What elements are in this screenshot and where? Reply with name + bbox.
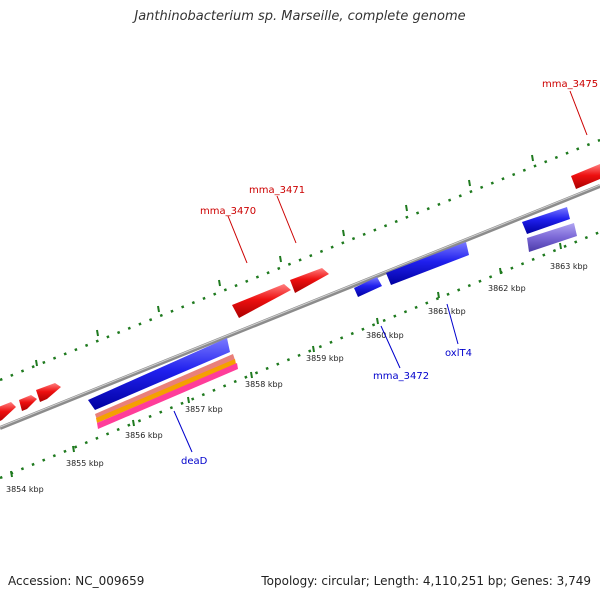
forward-gene <box>36 383 61 402</box>
feature-band-pink <box>97 363 238 429</box>
tick-major <box>218 279 221 287</box>
tick-major <box>499 267 502 275</box>
tick-mark <box>0 138 600 382</box>
gene-label-mma_3472: mma_3472 <box>373 371 429 382</box>
leader-line <box>446 303 459 345</box>
tick-label: 3858 kbp <box>245 380 283 389</box>
forward-gene <box>290 268 329 293</box>
tick-major <box>312 345 315 353</box>
tick-major <box>405 204 408 212</box>
tick-major <box>559 242 562 250</box>
tick-major <box>250 371 253 379</box>
reverse-gene <box>386 242 469 285</box>
tick-major <box>35 359 38 367</box>
gene-label-deaD: deaD <box>181 456 208 467</box>
tick-major <box>132 419 135 427</box>
tick-label: 3854 kbp <box>6 485 44 494</box>
tick-major <box>437 291 440 299</box>
reverse-genes <box>88 207 577 410</box>
tick-labels: 3854 kbp 3855 kbp 3856 kbp 3857 kbp 3858… <box>6 262 588 494</box>
forward-tick-row <box>0 138 600 382</box>
tick-major <box>376 317 379 325</box>
forward-gene <box>232 284 291 318</box>
leader-line <box>569 90 588 136</box>
gene-label-mma_3470: mma_3470 <box>200 206 256 217</box>
reverse-gene <box>88 338 230 410</box>
tick-major <box>531 154 534 162</box>
genome-backbone-highlight <box>0 184 600 428</box>
tick-label: 3856 kbp <box>125 431 163 440</box>
forward-gene <box>571 164 600 189</box>
tick-major <box>96 329 99 337</box>
forward-gene <box>0 402 16 421</box>
tick-label: 3855 kbp <box>66 459 104 468</box>
map-title: Janthinobacterium sp. Marseille, complet… <box>134 9 466 24</box>
leader-line <box>276 195 297 244</box>
tick-major <box>187 396 190 404</box>
leader-line <box>227 215 248 264</box>
tick-major <box>342 229 345 237</box>
leader-line <box>173 410 193 453</box>
tick-major <box>157 305 160 313</box>
accession-text: Accession: NC_009659 <box>8 574 145 588</box>
tick-major <box>468 179 471 187</box>
gene-label-oxlT4: oxlT4 <box>445 348 472 359</box>
tick-label: 3861 kbp <box>428 307 466 316</box>
reverse-gene <box>354 277 382 297</box>
tick-label: 3862 kbp <box>488 284 526 293</box>
tick-label: 3863 kbp <box>550 262 588 271</box>
tick-major <box>72 445 75 453</box>
gene-label-mma_3471: mma_3471 <box>249 185 305 196</box>
pseudo-gene <box>527 223 577 252</box>
tick-major <box>10 470 13 478</box>
feature-bands <box>95 354 238 429</box>
genome-backbone <box>0 184 600 430</box>
reverse-gene <box>522 207 570 234</box>
tick-label: 3857 kbp <box>185 405 223 414</box>
tick-mark <box>0 230 600 480</box>
reverse-tick-row <box>0 230 600 480</box>
leader-lines <box>173 90 588 453</box>
tick-major <box>279 255 282 263</box>
feature-band-salmon <box>95 354 235 420</box>
topology-text: Topology: circular; Length: 4,110,251 bp… <box>261 574 591 588</box>
forward-genes <box>0 164 600 421</box>
leader-line <box>380 325 401 369</box>
tick-label: 3859 kbp <box>306 354 344 363</box>
gene-label-mma_3475: mma_3475 <box>542 79 598 90</box>
forward-gene <box>19 395 37 411</box>
gene-labels: mma_3475 mma_3471 mma_3470 oxlT4 mma_347… <box>181 79 598 467</box>
feature-band-orange <box>96 359 236 423</box>
